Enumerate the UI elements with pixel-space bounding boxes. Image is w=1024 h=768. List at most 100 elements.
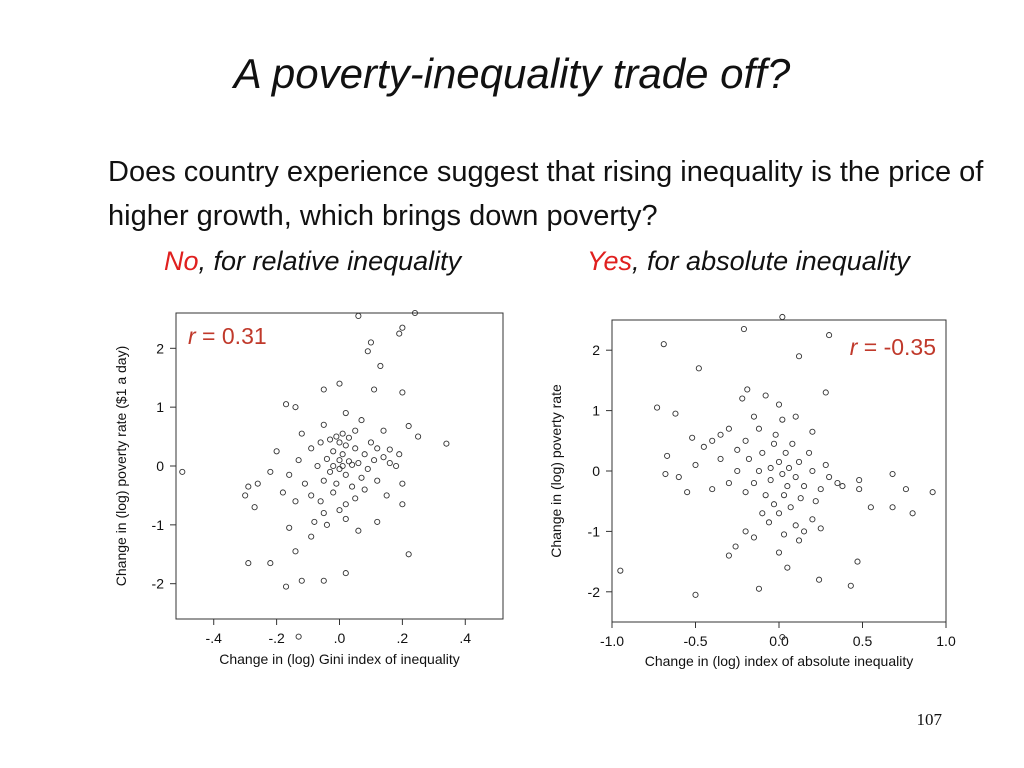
left-data-point <box>443 440 450 447</box>
left-data-point <box>383 492 390 499</box>
right-subtitle-keyword: Yes <box>587 246 633 276</box>
left-data-point <box>308 533 315 540</box>
right-data-point <box>739 395 746 402</box>
left-annotation-value: = 0.31 <box>196 323 267 349</box>
right-data-point <box>902 486 909 493</box>
left-data-point <box>320 477 327 484</box>
left-data-point <box>355 460 362 467</box>
right-data-point <box>770 440 778 447</box>
right-data-point <box>792 473 799 481</box>
left-data-point <box>292 404 299 411</box>
right-data-point <box>692 461 699 469</box>
right-data-point <box>660 341 667 348</box>
right-data-point <box>817 486 824 493</box>
left-data-point <box>374 518 381 525</box>
left-data-point <box>298 430 305 437</box>
right-x-tick-label: -0.5 <box>683 633 707 649</box>
right-data-point <box>785 464 793 472</box>
right-data-point <box>740 326 747 333</box>
right-annotation-value: = -0.35 <box>857 334 936 360</box>
left-data-point <box>242 492 249 499</box>
right-data-point <box>929 489 936 496</box>
right-data-point <box>709 486 716 493</box>
left-data-point <box>405 422 412 430</box>
right-subtitle: Yes, for absolute inequality <box>587 246 910 277</box>
left-data-point <box>367 339 374 346</box>
right-data-point <box>812 498 819 505</box>
right-data-point <box>809 467 816 475</box>
right-data-point <box>654 404 661 411</box>
right-y-tick-label: 0 <box>592 463 600 479</box>
right-x-tick-label: 1.0 <box>936 633 956 649</box>
slide-title: A poverty-inequality trade off? <box>233 50 791 97</box>
right-data-point <box>834 480 841 487</box>
right-data-point <box>767 477 774 484</box>
left-data-point <box>371 457 378 464</box>
left-data-point <box>279 489 286 496</box>
left-data-point <box>380 454 387 461</box>
right-data-point <box>755 425 763 432</box>
left-data-point <box>339 430 346 437</box>
right-data-point <box>695 365 702 372</box>
left-data-point <box>399 324 406 331</box>
left-data-point <box>245 560 252 567</box>
left-data-point <box>333 433 340 440</box>
left-data-point <box>320 386 327 393</box>
left-data-point <box>320 577 327 584</box>
right-data-point <box>750 534 758 541</box>
right-data-point <box>744 386 751 393</box>
left-data-point <box>342 442 349 449</box>
right-data-point <box>826 332 833 339</box>
right-subtitle-rest: , for absolute inequality <box>632 246 910 276</box>
right-data-point <box>662 470 669 478</box>
left-data-point <box>336 507 343 514</box>
right-data-point <box>734 467 741 475</box>
left-data-point <box>308 492 315 499</box>
left-data-point <box>327 436 334 443</box>
right-data-point <box>742 489 749 496</box>
left-data-point <box>361 486 368 493</box>
left-data-point <box>342 501 349 508</box>
left-x-axis-label: Change in (log) Gini index of inequality <box>219 651 459 667</box>
right-data-point <box>806 449 813 456</box>
left-x-tick-label: .0 <box>334 630 346 646</box>
left-data-point <box>251 504 258 511</box>
left-y-tick-label: 2 <box>156 340 164 356</box>
left-data-point <box>267 560 274 567</box>
left-data-point <box>317 498 324 505</box>
right-data-point <box>779 470 786 478</box>
right-y-tick-label: 1 <box>592 403 600 419</box>
right-x-tick-label: -1.0 <box>600 633 624 649</box>
right-data-point <box>732 543 739 550</box>
left-data-point <box>374 477 381 484</box>
right-data-point <box>816 576 823 583</box>
right-data-point <box>801 528 808 535</box>
left-data-point <box>342 409 349 417</box>
left-data-point <box>301 480 308 487</box>
left-y-tick-label: -2 <box>152 576 165 592</box>
right-data-point <box>801 483 808 490</box>
right-y-axis-label: Change in (log) poverty rate <box>548 384 564 558</box>
right-correlation-annotation: r = -0.35 <box>850 334 936 360</box>
right-data-point <box>775 458 783 465</box>
right-data-point <box>784 564 791 571</box>
right-x-tick-label: 0.0 <box>769 633 789 649</box>
left-y-axis-label: Change in (log) poverty rate ($1 a day) <box>113 346 129 586</box>
right-data-point <box>664 452 671 459</box>
left-data-point <box>311 518 318 525</box>
left-data-point <box>345 434 352 441</box>
left-data-point <box>396 330 403 337</box>
right-data-point <box>795 537 803 544</box>
right-data-point <box>792 413 799 420</box>
left-data-point <box>349 483 356 490</box>
left-data-point <box>336 380 343 387</box>
left-data-point <box>323 521 330 528</box>
left-data-point <box>282 583 290 590</box>
left-data-point <box>308 445 315 452</box>
right-data-point <box>772 431 779 438</box>
left-data-point <box>292 498 299 505</box>
right-data-point <box>889 470 896 478</box>
left-y-tick-label: 0 <box>156 458 164 474</box>
left-data-point <box>355 312 362 319</box>
